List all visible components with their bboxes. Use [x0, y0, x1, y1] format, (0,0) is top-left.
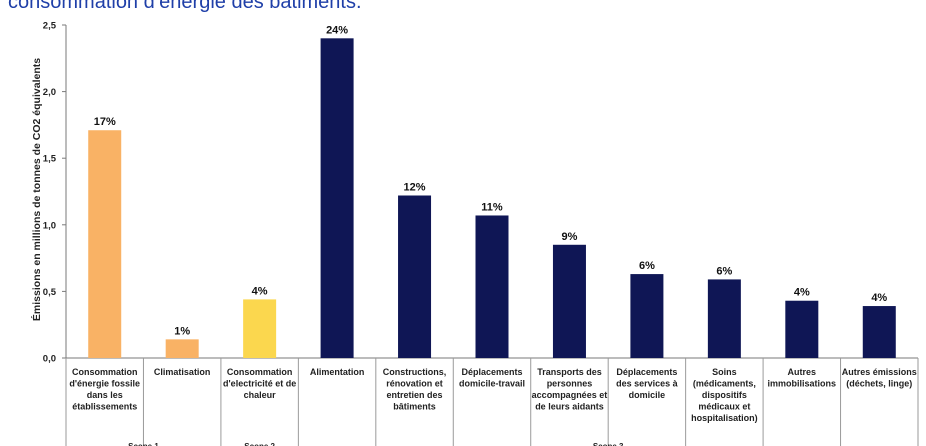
category-label: Autres immobilisations	[768, 367, 837, 389]
category-label: Alimentation	[310, 367, 365, 377]
bar	[475, 215, 509, 358]
bar	[243, 299, 277, 358]
data-label: 11%	[481, 201, 503, 213]
chart-bars	[88, 38, 896, 358]
category-label: Consommation d'énergie fossile dans les éta…	[69, 367, 140, 412]
bar	[862, 306, 896, 358]
y-tick-label: 2,0	[43, 87, 56, 98]
y-tick-label: 2,5	[43, 21, 57, 32]
scope-label: Scope 2	[244, 442, 275, 446]
data-label: 12%	[404, 181, 426, 193]
category-label: Déplacements des services à domicile	[616, 367, 679, 400]
data-label: 9%	[562, 231, 578, 243]
data-label: 4%	[252, 285, 268, 297]
y-tick-label: 0,0	[43, 354, 56, 365]
data-label: 1%	[174, 325, 190, 337]
bar	[320, 38, 354, 358]
bar	[165, 339, 199, 358]
bar	[630, 274, 664, 358]
y-tick-label: 1,0	[43, 220, 56, 231]
bar	[88, 130, 122, 358]
bar	[785, 300, 819, 358]
category-label: Autres émissions (déchets, linge)	[842, 367, 917, 389]
data-label: 24%	[326, 24, 348, 36]
scope-label: Scope 3	[593, 442, 624, 446]
data-label: 6%	[716, 265, 732, 277]
chart-labels: 0,0 0,5 1,0 1,5 2,0 2,5 Émissions en millions …	[30, 21, 917, 446]
scope-label: Scope 1	[128, 442, 159, 446]
category-label: Soins (médicaments, dispositifs médicaux et…	[691, 367, 758, 423]
category-label: Constructions, rénovation et entretien des…	[383, 367, 447, 412]
data-label: 17%	[94, 116, 116, 128]
data-label: 4%	[871, 292, 887, 304]
data-label: 6%	[639, 260, 655, 272]
data-label: 4%	[794, 287, 810, 299]
category-label: Consommation d'electricité et de chaleur	[223, 367, 296, 400]
category-label: Climatisation	[154, 367, 211, 377]
category-label: Transports des personnes accompagnées et de…	[532, 367, 608, 412]
bar	[552, 244, 586, 358]
bar	[707, 279, 741, 358]
page-caption: consommation d’énergie des bâtiments.	[8, 0, 362, 13]
bar	[398, 195, 432, 358]
category-label: Déplacements domicile-travail	[459, 367, 525, 389]
y-tick-label: 1,5	[43, 154, 57, 165]
y-axis-title: Émissions en millions de tonnes de CO2 é…	[30, 58, 43, 321]
y-tick-label: 0,5	[43, 287, 57, 298]
